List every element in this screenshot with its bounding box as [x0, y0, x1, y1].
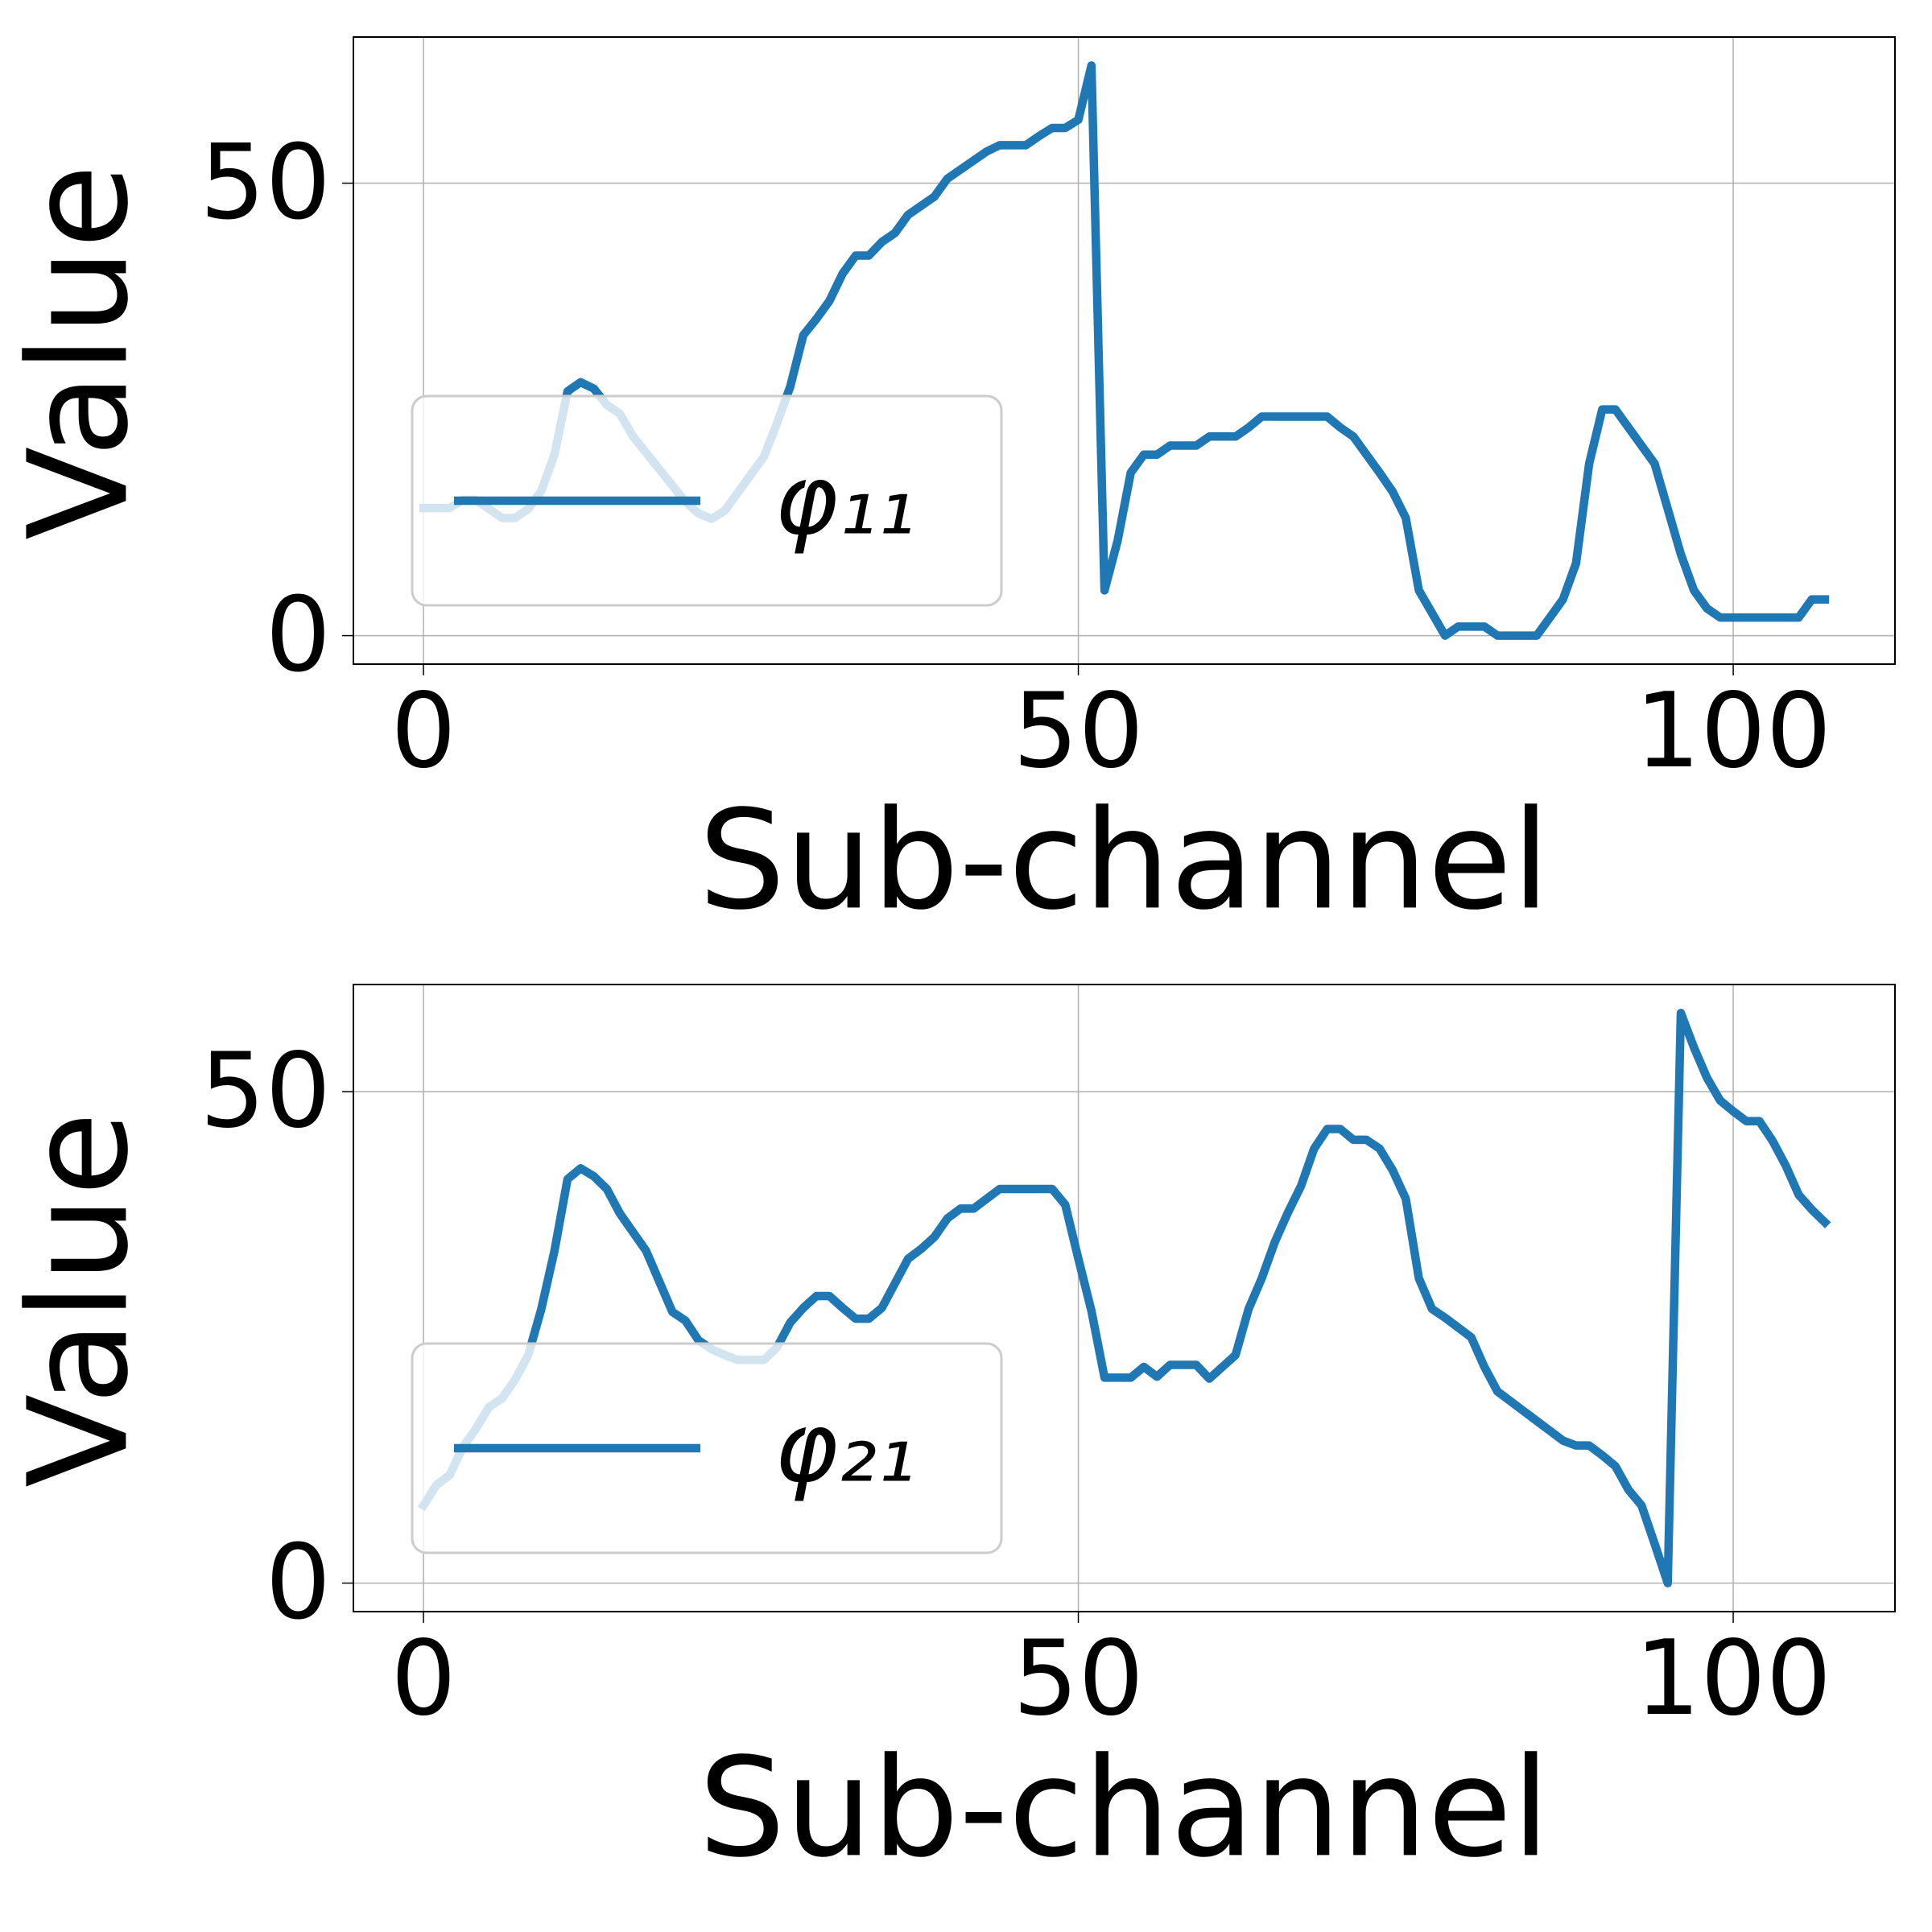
data-line [417, 1009, 1831, 1587]
legend-box [411, 1342, 1003, 1554]
legend-label: φ₂₁ [774, 1393, 915, 1505]
axes-frame [353, 36, 1896, 665]
legend: φ₁₁ [411, 394, 1003, 607]
x-tick-label: 100 [1635, 1619, 1831, 1739]
x-tick-label: 0 [390, 671, 456, 791]
legend: φ₂₁ [411, 1342, 1003, 1554]
chart: 0 50 100 0 50 φ₁₁ Sub-channel Value [0, 36, 1896, 940]
y-tick-label: 50 [200, 1031, 331, 1151]
x-tick-label: 50 [1013, 1619, 1144, 1739]
axes-frame [353, 984, 1896, 1612]
x-tick-label: 50 [1013, 671, 1144, 791]
y-tick-label: 50 [200, 123, 331, 243]
y-axis-label: Value [0, 164, 159, 540]
y-tick-label: 0 [266, 576, 331, 696]
legend-label: φ₁₁ [774, 445, 915, 557]
x-axis-label: Sub-channel [699, 781, 1550, 940]
x-tick-label: 100 [1635, 671, 1831, 791]
y-axis-label: Value [0, 1112, 159, 1488]
chart: 0 50 100 0 50 φ₂₁ Sub-channel Value [0, 984, 1896, 1888]
legend-box [411, 394, 1003, 607]
y-tick-label: 0 [266, 1523, 331, 1643]
x-axis-label: Sub-channel [699, 1728, 1550, 1888]
x-tick-label: 0 [390, 1619, 456, 1739]
